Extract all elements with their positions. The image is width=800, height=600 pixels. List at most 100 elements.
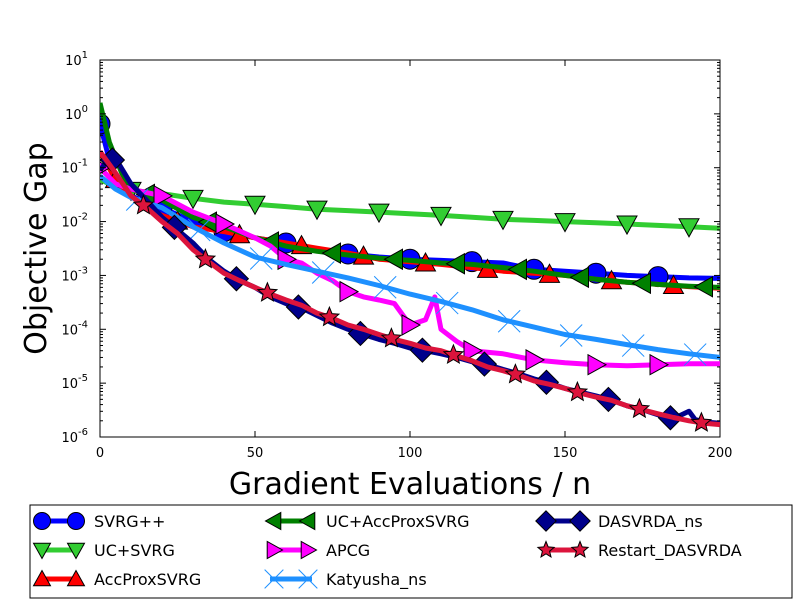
y-tick-label: 10-3 <box>61 265 88 284</box>
data-point <box>690 411 713 432</box>
y-tick-label: 10-1 <box>61 158 88 177</box>
series-katyusha-ns <box>100 174 720 366</box>
legend-label: UC+AccProxSVRG <box>326 512 470 531</box>
legend-marker <box>32 569 52 587</box>
x-tick-label: 0 <box>96 446 104 461</box>
legend-marker <box>300 540 318 560</box>
legend <box>29 504 793 599</box>
data-point <box>442 343 465 365</box>
data-point <box>318 305 341 327</box>
legend-label: AccProxSVRG <box>94 570 201 589</box>
x-tick-label: 50 <box>247 446 264 461</box>
legend-label: SVRG++ <box>94 512 165 531</box>
data-point <box>683 343 707 366</box>
data-point <box>559 324 583 347</box>
data-point <box>132 194 155 215</box>
data-point <box>256 281 279 302</box>
legend-marker <box>66 542 86 560</box>
legend-marker <box>33 512 51 530</box>
x-tick-label: 150 <box>553 446 578 461</box>
y-tick-label: 10-5 <box>61 373 88 392</box>
data-point <box>187 218 211 242</box>
data-point <box>621 334 645 357</box>
data-point <box>616 215 638 236</box>
legend-marker <box>264 569 284 589</box>
data-point <box>306 200 328 221</box>
legend-marker <box>298 511 316 531</box>
data-point <box>569 266 589 289</box>
series-restart-dasvrda <box>100 150 720 432</box>
legend-item: APCG <box>266 540 370 560</box>
legend-marker <box>298 569 318 589</box>
data-point <box>566 380 589 402</box>
data-point <box>587 353 608 376</box>
x-tick-label: 100 <box>398 446 423 461</box>
data-point <box>383 248 403 271</box>
data-point <box>339 280 360 303</box>
data-point <box>244 195 266 216</box>
y-tick-label: 10-2 <box>61 212 88 231</box>
data-point <box>430 206 452 227</box>
data-point <box>380 327 403 348</box>
series-line <box>100 177 720 231</box>
data-point <box>554 213 576 233</box>
legend-marker <box>536 540 556 558</box>
x-axis-label: Gradient Evaluations / n <box>229 467 591 502</box>
data-point <box>649 353 670 376</box>
data-point <box>525 349 546 371</box>
data-point <box>321 242 341 264</box>
series-apcg <box>100 161 720 376</box>
series-layer <box>100 102 720 432</box>
data-point <box>463 339 484 362</box>
legend-marker <box>67 512 85 530</box>
x-tick-label: 200 <box>708 446 733 461</box>
legend-item: SVRG++ <box>33 512 165 531</box>
legend-marker <box>32 542 52 560</box>
data-point <box>693 275 713 298</box>
data-point <box>631 272 651 295</box>
legend-marker <box>569 510 591 532</box>
legend-label: UC+SVRG <box>94 541 175 560</box>
series-uc-svrg <box>100 177 720 238</box>
legend-marker <box>570 540 590 558</box>
data-point <box>153 185 174 207</box>
legend-label: DASVRDA_ns <box>598 512 703 532</box>
data-point <box>401 314 422 336</box>
data-point <box>373 275 397 299</box>
legend-item: AccProxSVRG <box>32 569 201 589</box>
y-tick-label: 101 <box>65 50 88 69</box>
data-point <box>194 247 217 269</box>
y-axis-label: Objective Gap <box>19 142 54 354</box>
data-point <box>507 258 527 281</box>
data-point <box>497 309 521 333</box>
data-point <box>435 291 459 315</box>
legend-label: Katyusha_ns <box>326 570 427 590</box>
data-point <box>249 247 273 270</box>
legend-label: Restart_DASVRDA <box>598 541 742 561</box>
data-point <box>678 218 700 238</box>
y-tick-label: 100 <box>65 104 88 123</box>
legend-marker <box>66 569 86 587</box>
ticks-layer: 0 50 100 150 200 101 100 10-1 10-2 10-3 10-4 10-5 10… <box>61 50 732 461</box>
data-point <box>492 210 514 231</box>
data-point <box>445 252 465 275</box>
legend-item: Restart_DASVRDA <box>536 540 742 561</box>
legend-item: Katyusha_ns <box>264 569 427 590</box>
data-point <box>215 213 236 235</box>
data-point <box>182 189 204 210</box>
data-point <box>504 363 527 384</box>
legend-item: UC+AccProxSVRG <box>264 511 470 531</box>
legend-label: APCG <box>326 541 370 560</box>
data-point <box>628 397 651 419</box>
legend-item: DASVRDA_ns <box>535 510 703 532</box>
y-tick-label: 10-6 <box>61 427 88 446</box>
data-point <box>368 203 390 224</box>
y-tick-label: 10-4 <box>61 319 88 338</box>
legend-marker <box>535 510 557 532</box>
legend-marker <box>264 511 282 531</box>
data-point <box>311 261 335 284</box>
legend-items: SVRG++ UC+SVRG AccProxSVRG UC+AccProxSVRG AP… <box>32 510 742 590</box>
legend-marker <box>266 540 284 560</box>
series-line <box>100 174 720 360</box>
